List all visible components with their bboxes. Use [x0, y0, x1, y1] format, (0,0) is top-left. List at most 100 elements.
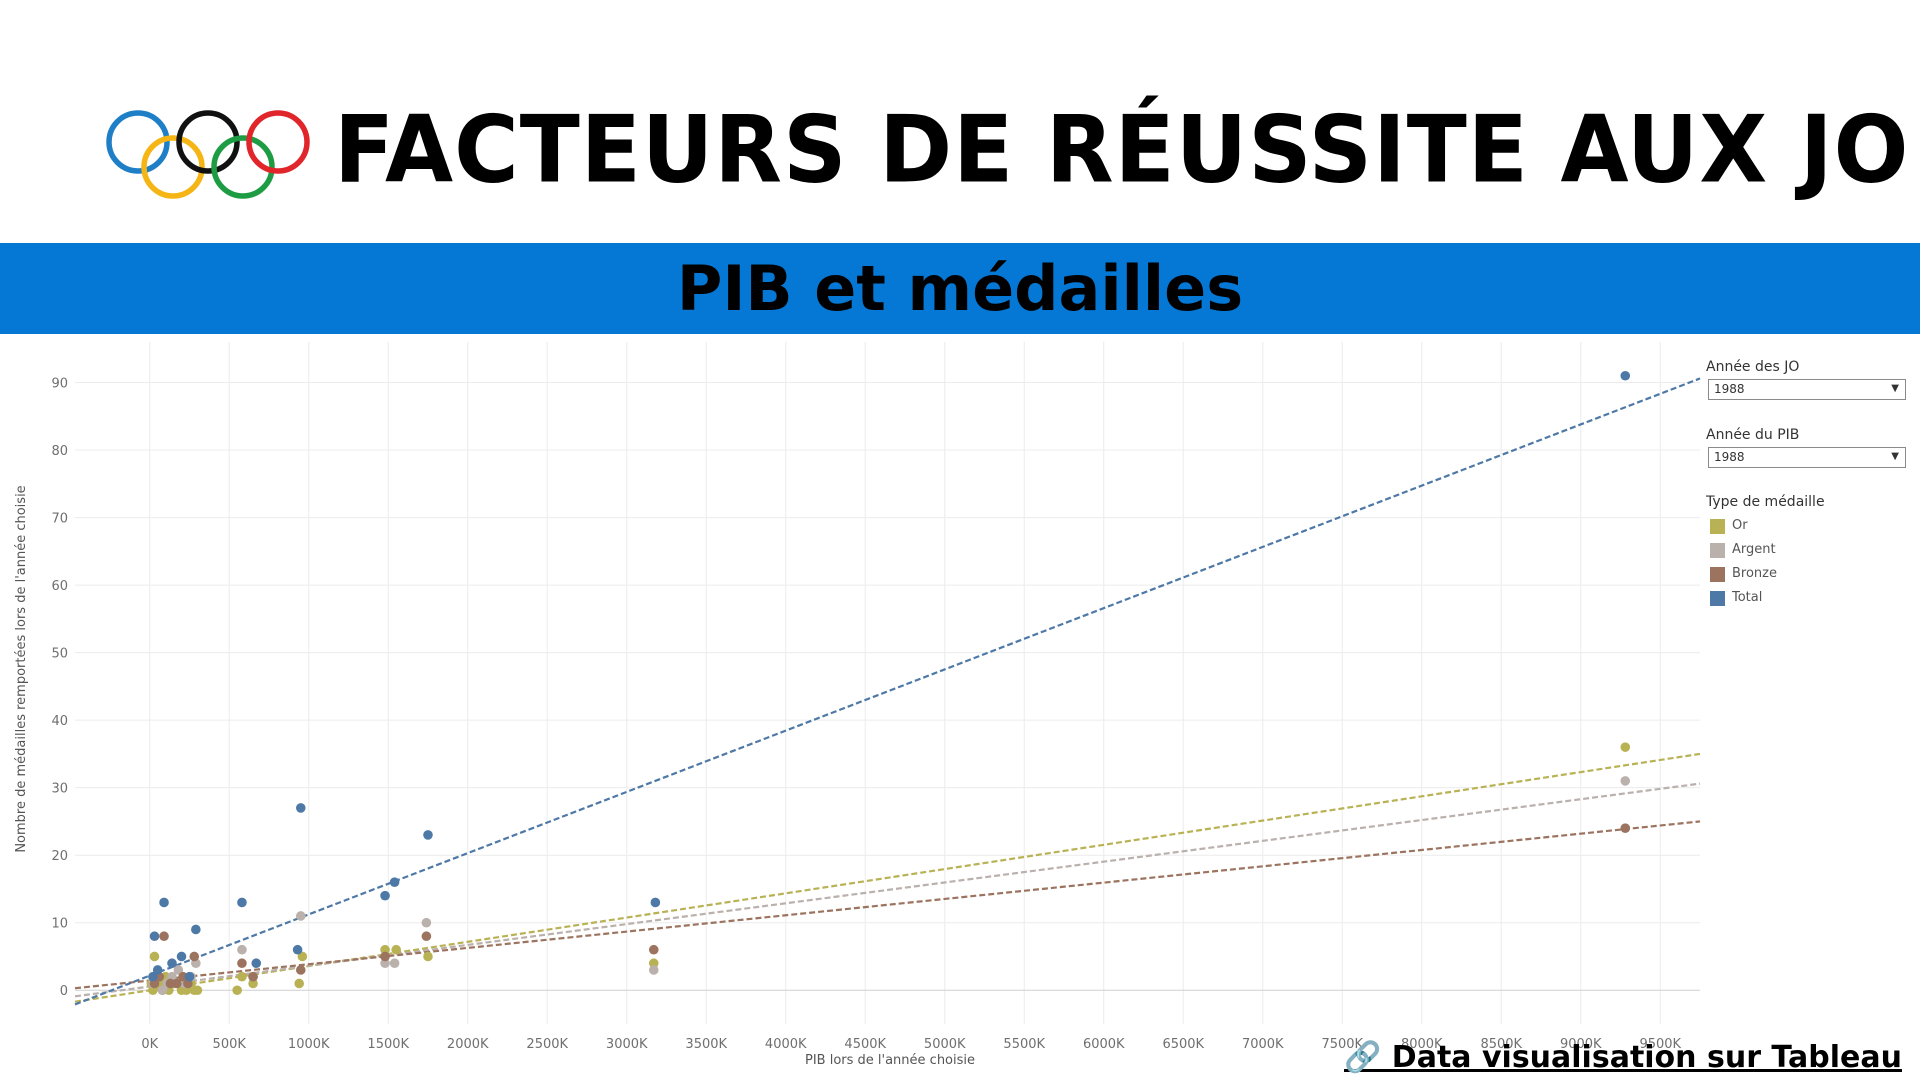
legend-swatch — [1710, 543, 1725, 558]
x-tick-label: 9500K — [1639, 1037, 1681, 1052]
page-title: FACTEURS DE RÉUSSITE AUX JO — [334, 95, 1910, 204]
x-tick-label: 1500K — [367, 1037, 409, 1052]
y-tick-label: 30 — [51, 782, 68, 797]
point-argent[interactable] — [389, 958, 400, 969]
point-bronze[interactable] — [1620, 823, 1631, 833]
chevron-down-icon: ▼ — [1891, 383, 1899, 394]
tableau-link[interactable]: 🔗 Data visualisation sur Tableau — [1344, 1040, 1902, 1075]
x-tick-label: 2000K — [447, 1037, 489, 1052]
point-total[interactable] — [292, 944, 303, 955]
trend-line-bronze — [74, 820, 1701, 990]
point-total[interactable] — [167, 958, 177, 969]
legend-swatch — [1710, 591, 1725, 606]
legend-label: Bronze — [1732, 566, 1777, 581]
y-tick-label: 10 — [51, 917, 68, 932]
ring-green — [211, 135, 275, 199]
point-argent[interactable] — [648, 965, 659, 975]
x-tick-label: 6000K — [1083, 1037, 1125, 1052]
point-total[interactable] — [191, 924, 201, 935]
gdp-year-value: 1988 — [1714, 450, 1745, 464]
point-bronze[interactable] — [237, 958, 247, 969]
point-argent[interactable] — [295, 911, 306, 921]
trend-line-total — [74, 377, 1701, 1006]
point-total[interactable] — [152, 965, 163, 975]
ring-red — [246, 110, 310, 174]
x-tick-label: 7000K — [1242, 1037, 1284, 1052]
point-total[interactable] — [159, 897, 169, 908]
y-tick-label: 60 — [51, 579, 68, 594]
legend-swatch — [1710, 519, 1725, 534]
point-total[interactable] — [380, 890, 390, 901]
y-tick-label: 20 — [51, 849, 68, 864]
x-tick-label: 8000K — [1401, 1037, 1443, 1052]
point-or[interactable] — [248, 978, 258, 989]
point-or[interactable] — [648, 958, 659, 969]
point-or[interactable] — [294, 978, 304, 989]
section-title: PIB et médailles — [676, 252, 1244, 325]
point-total[interactable] — [237, 897, 247, 908]
point-total[interactable] — [148, 971, 158, 982]
point-total[interactable] — [295, 803, 306, 813]
point-or[interactable] — [391, 944, 401, 955]
point-bronze[interactable] — [421, 931, 432, 942]
olympic-rings-icon — [106, 110, 310, 199]
point-argent[interactable] — [237, 944, 247, 955]
point-argent[interactable] — [380, 958, 390, 969]
point-total[interactable] — [650, 897, 661, 908]
point-bronze[interactable] — [171, 978, 182, 989]
trend-line-argent — [74, 782, 1701, 998]
filter-label-olympics-year: Année des JO — [1706, 359, 1800, 375]
point-total[interactable] — [251, 958, 262, 969]
y-axis-title: Nombre de médailles remportées lors de l… — [14, 485, 29, 852]
ring-yellow — [141, 135, 205, 199]
filter-label-gdp-year: Année du PIB — [1706, 427, 1800, 443]
point-argent[interactable] — [421, 917, 432, 928]
x-tick-label: 5500K — [1003, 1037, 1045, 1052]
ring-blue — [106, 110, 170, 174]
point-or[interactable] — [232, 985, 242, 996]
point-or[interactable] — [380, 944, 390, 955]
point-total[interactable] — [149, 931, 160, 942]
point-bronze[interactable] — [648, 944, 659, 955]
x-tick-label: 1000K — [288, 1037, 330, 1052]
point-argent[interactable] — [173, 965, 184, 975]
x-tick-label: 4000K — [765, 1037, 807, 1052]
point-total[interactable] — [389, 877, 400, 887]
point-or[interactable] — [237, 971, 247, 982]
x-tick-label: 7500K — [1321, 1037, 1363, 1052]
point-bronze[interactable] — [248, 971, 258, 982]
gdp-year-select[interactable]: 1988 ▼ — [1708, 447, 1906, 468]
olympics-year-value: 1988 — [1714, 382, 1745, 396]
point-total[interactable] — [423, 830, 433, 840]
y-tick-label: 0 — [60, 984, 68, 999]
header: FACTEURS DE RÉUSSITE AUX JO — [0, 0, 1920, 243]
point-or[interactable] — [192, 985, 203, 996]
point-bronze[interactable] — [295, 965, 306, 975]
x-tick-label: 9000K — [1560, 1037, 1602, 1052]
point-bronze[interactable] — [380, 951, 390, 962]
scatter-chart: 0K 500K 1000K 1500K 2000K 2500K 3000K 3500K 4000… — [14, 342, 1701, 1068]
point-or[interactable] — [1620, 742, 1631, 752]
x-tick-label: 0K — [141, 1037, 158, 1052]
trend-lines — [74, 377, 1701, 1006]
chevron-down-icon: ▼ — [1891, 451, 1899, 462]
point-bronze[interactable] — [189, 951, 200, 962]
y-tick-label: 80 — [51, 444, 68, 459]
point-argent[interactable] — [157, 985, 168, 996]
y-tick-label: 50 — [51, 647, 68, 662]
point-bronze[interactable] — [159, 931, 169, 942]
x-tick-label: 500K — [213, 1037, 247, 1052]
point-or[interactable] — [423, 951, 433, 962]
legend-swatch — [1710, 567, 1725, 582]
point-total[interactable] — [184, 971, 195, 982]
point-or[interactable] — [297, 951, 308, 962]
point-argent[interactable] — [1620, 776, 1631, 786]
filter-panel: Année des JO 1988 ▼ Année du PIB 1988 ▼ … — [1700, 355, 1910, 625]
y-tick-label: 40 — [51, 714, 68, 729]
point-or[interactable] — [149, 951, 160, 962]
point-total[interactable] — [176, 951, 187, 962]
olympics-year-select[interactable]: 1988 ▼ — [1708, 379, 1906, 400]
legend-label: Or — [1732, 518, 1748, 533]
x-axis-title: PIB lors de l'année choisie — [805, 1053, 975, 1068]
point-total[interactable] — [1620, 370, 1631, 381]
